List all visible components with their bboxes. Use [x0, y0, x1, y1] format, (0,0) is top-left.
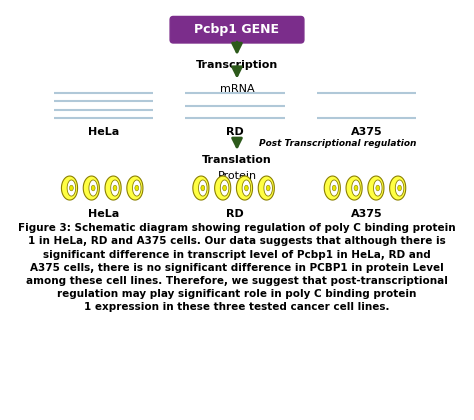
Polygon shape	[376, 185, 380, 191]
Polygon shape	[70, 185, 73, 191]
Polygon shape	[223, 185, 227, 191]
Polygon shape	[91, 185, 95, 191]
Polygon shape	[352, 180, 360, 196]
Polygon shape	[395, 180, 404, 196]
Polygon shape	[324, 176, 340, 200]
Polygon shape	[127, 176, 143, 200]
Polygon shape	[330, 180, 338, 196]
Polygon shape	[258, 176, 274, 200]
Text: Post Transcriptional regulation: Post Transcriptional regulation	[259, 139, 416, 148]
Polygon shape	[135, 185, 139, 191]
Polygon shape	[354, 185, 358, 191]
Polygon shape	[89, 180, 98, 196]
Text: Pcbp1 GENE: Pcbp1 GENE	[194, 23, 280, 36]
Polygon shape	[368, 176, 384, 200]
Polygon shape	[201, 185, 205, 191]
Text: A375: A375	[351, 209, 382, 219]
Polygon shape	[398, 185, 401, 191]
Polygon shape	[215, 176, 231, 200]
Polygon shape	[220, 180, 229, 196]
Polygon shape	[374, 180, 382, 196]
Text: Protein: Protein	[218, 171, 256, 181]
Polygon shape	[237, 176, 253, 200]
Text: HeLa: HeLa	[88, 209, 119, 219]
Text: HeLa: HeLa	[88, 127, 119, 137]
Text: mRNA: mRNA	[219, 84, 255, 94]
Text: A375: A375	[351, 127, 382, 137]
Polygon shape	[83, 176, 100, 200]
Polygon shape	[62, 176, 78, 200]
Text: Translation: Translation	[202, 155, 272, 165]
Polygon shape	[67, 180, 76, 196]
Text: Figure 3: Schematic diagram showing regulation of poly C binding protein
1 in He: Figure 3: Schematic diagram showing regu…	[18, 223, 456, 312]
FancyBboxPatch shape	[170, 16, 304, 43]
Polygon shape	[199, 180, 207, 196]
Polygon shape	[111, 180, 119, 196]
Polygon shape	[133, 180, 141, 196]
Text: RD: RD	[226, 209, 244, 219]
Polygon shape	[242, 180, 251, 196]
Text: Transcription: Transcription	[196, 60, 278, 70]
Polygon shape	[332, 185, 336, 191]
Polygon shape	[193, 176, 209, 200]
Polygon shape	[105, 176, 121, 200]
Polygon shape	[390, 176, 406, 200]
Polygon shape	[346, 176, 362, 200]
Polygon shape	[264, 180, 273, 196]
Polygon shape	[245, 185, 248, 191]
Polygon shape	[266, 185, 270, 191]
Polygon shape	[113, 185, 117, 191]
Text: RD: RD	[226, 127, 244, 137]
